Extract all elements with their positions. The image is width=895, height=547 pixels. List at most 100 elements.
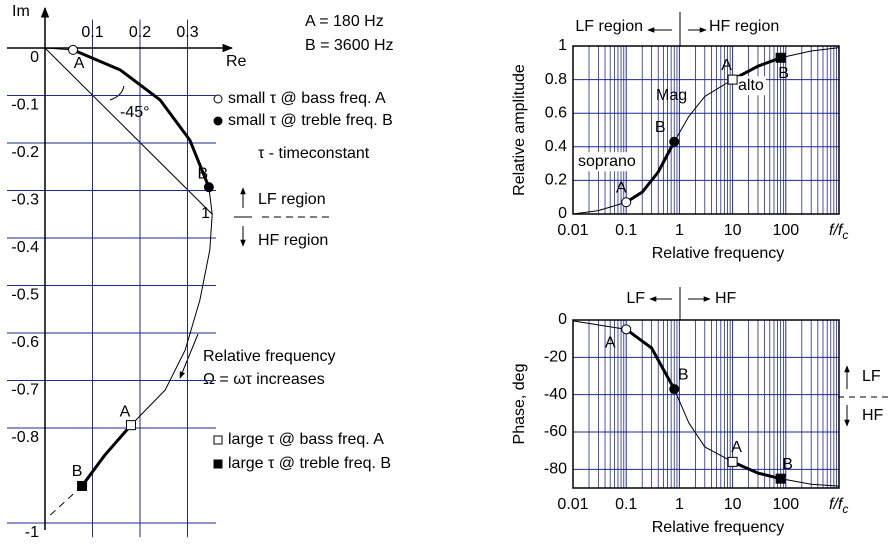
point-marker <box>68 44 79 55</box>
x-tick-label: 0.01 <box>557 496 588 513</box>
point-label: A <box>721 57 732 74</box>
y-tick-label: -0.7 <box>11 382 39 399</box>
point-label: A <box>120 403 131 420</box>
point-label: A <box>74 55 85 72</box>
legend-symbol <box>213 435 223 445</box>
highlight-line <box>731 460 781 481</box>
note: B = 3600 Hz <box>305 37 394 54</box>
note: LF <box>626 290 645 307</box>
x-tick-label: 10 <box>724 496 742 513</box>
point-label: A <box>616 179 627 196</box>
note: Relative frequency <box>203 348 336 365</box>
x-tick-label: 0.2 <box>129 24 151 41</box>
minus-45-line <box>44 47 213 215</box>
point-label: B <box>782 456 793 473</box>
point-marker <box>669 384 680 395</box>
point-marker <box>669 136 680 147</box>
note-background <box>576 152 638 172</box>
x-tick-label: 0.3 <box>176 24 198 41</box>
y-tick-label: -0.6 <box>11 334 39 351</box>
y-axis-label: Phase, deg <box>511 364 528 445</box>
point-label: A <box>605 335 616 352</box>
x-unit-base: f/f <box>829 496 844 513</box>
point-label: B <box>198 165 209 182</box>
legend-symbol <box>213 94 223 104</box>
highlight-line <box>72 48 211 188</box>
note: HF region <box>258 232 328 249</box>
arrow <box>179 333 199 379</box>
y-tick-label: -60 <box>544 423 567 440</box>
y-tick-label: -80 <box>544 461 567 478</box>
point-label: B <box>72 463 83 480</box>
x-axis-label: Relative frequency <box>652 519 785 536</box>
x-tick-label: 0.01 <box>557 222 588 239</box>
y-tick-label: -40 <box>544 386 567 403</box>
y-tick-label: 0 <box>558 205 567 222</box>
y-tick-label: 0 <box>558 311 567 328</box>
note: soprano <box>578 153 636 170</box>
note-background <box>736 76 766 96</box>
note: alto <box>738 77 764 94</box>
point-marker <box>125 420 136 431</box>
legend-text: small τ @ treble freq. B <box>228 112 393 129</box>
y-tick-label: -0.1 <box>11 97 39 114</box>
x-axis-label: Re <box>226 53 247 70</box>
note: Mag <box>656 87 687 104</box>
note: 1 <box>201 205 210 222</box>
point-marker <box>727 456 738 467</box>
x-unit-base: f/f <box>829 222 844 239</box>
plot-frame <box>572 319 840 489</box>
chart: 0.01 0.1 1 10 100 0 0.2 0.4 0.6 0.8 1 Relative freq… <box>511 37 848 262</box>
x-tick-label: 10 <box>724 222 742 239</box>
point-label: B <box>778 65 789 82</box>
point-marker <box>775 473 786 484</box>
point-marker <box>727 74 738 85</box>
legend-symbol <box>213 459 223 469</box>
x-tick-label: 1 <box>675 222 684 239</box>
note: LF region <box>575 18 643 35</box>
point-marker <box>203 182 214 193</box>
note: LF <box>862 368 881 385</box>
chart: 0.1 0.2 0.3 0 -0.1 -0.2 -0.3 -0.4 -0.5 -0.6 -0.7 -0… <box>7 3 247 541</box>
y-axis-label: Im <box>12 3 30 20</box>
x-tick-label: 1 <box>675 496 684 513</box>
y-tick-label: 0.6 <box>545 104 567 121</box>
y-tick-label: 0 <box>30 49 39 66</box>
point-label: A <box>731 439 742 456</box>
chart: 0.01 0.1 1 10 100 0 -20 -40 -60 -80 Relative frequ… <box>511 311 848 536</box>
y-tick-label: -0.3 <box>11 192 39 209</box>
y-tick-label: 0.4 <box>545 138 567 155</box>
y-tick-label: 1 <box>558 37 567 54</box>
note: HF <box>862 407 884 424</box>
note: Ω = ωτ increases <box>203 371 325 388</box>
point-marker <box>77 480 88 491</box>
x-unit-sub: c <box>842 228 848 242</box>
legend-symbol <box>213 116 223 126</box>
legend-text: large τ @ bass freq. A <box>228 431 384 448</box>
curve <box>46 485 83 519</box>
angle-arc <box>109 85 125 101</box>
x-axis-label: Relative frequency <box>652 245 785 262</box>
highlight-line <box>625 328 676 390</box>
y-tick-label: -0.2 <box>11 144 39 161</box>
note: A = 180 Hz <box>305 13 384 30</box>
y-tick-label: -0.4 <box>11 239 39 256</box>
point-marker <box>621 324 632 335</box>
x-tick-label: 0.1 <box>615 496 637 513</box>
curve <box>572 47 840 215</box>
x-tick-label: 0.1 <box>81 24 103 41</box>
legend-text: large τ @ treble freq. B <box>228 455 391 472</box>
y-axis-label: Relative amplitude <box>511 64 528 196</box>
x-unit: f/fc <box>829 222 848 242</box>
highlight-line <box>625 141 676 204</box>
x-tick-label: 0.1 <box>615 222 637 239</box>
note: HF <box>715 290 737 307</box>
plot-frame <box>572 45 840 215</box>
note: LF region <box>258 191 326 208</box>
x-unit: f/fc <box>829 496 848 516</box>
point-marker <box>775 52 786 63</box>
highlight-line <box>80 424 133 487</box>
legend-text: small τ @ bass freq. A <box>228 90 386 107</box>
x-unit-sub: c <box>842 502 848 516</box>
